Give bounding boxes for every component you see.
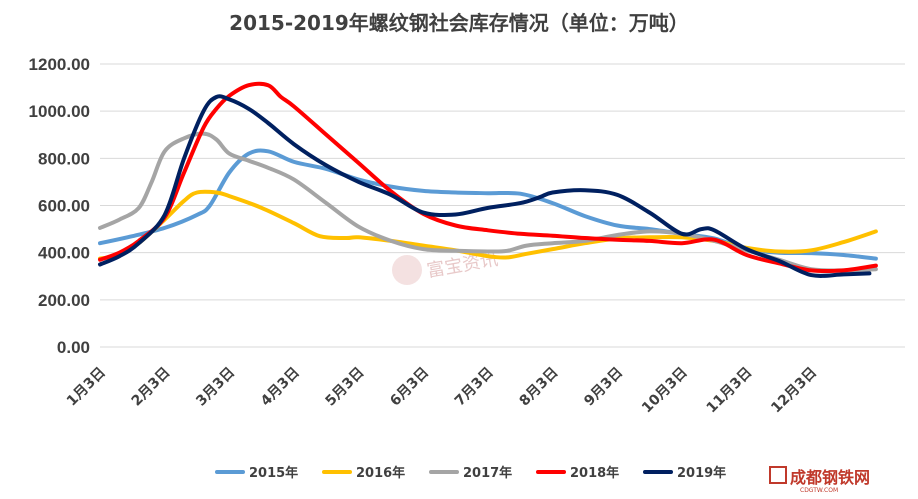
y-axis-ticks: 0.00 200.00 400.00 600.00 800.00 1000.00 1200.… — [29, 55, 90, 357]
x-tick-label: 4月3日 — [258, 365, 303, 410]
y-tick-label: 800.00 — [38, 149, 90, 168]
series-line-2019年 — [98, 94, 872, 278]
watermark-text: 富宝资讯 — [425, 249, 500, 282]
series-line-2018年 — [98, 81, 878, 274]
legend-label: 2018年 — [570, 465, 619, 481]
corner-logo-icon — [769, 466, 787, 484]
legend-label: 2016年 — [356, 465, 405, 481]
corner-logo-sub: CDGTW.COM — [800, 487, 838, 494]
x-tick-label: 8月3日 — [517, 365, 562, 410]
corner-logo: 成都钢铁网 CDGTW.COM — [769, 466, 870, 494]
y-tick-label: 600.00 — [38, 197, 90, 216]
corner-logo-text: 成都钢铁网 — [790, 468, 870, 487]
legend: 2015年 2016年 2017年 2018年 2019年 — [215, 465, 726, 481]
x-tick-label: 3月3日 — [193, 365, 238, 410]
legend-label: 2015年 — [249, 465, 298, 481]
y-tick-label: 0.00 — [57, 338, 90, 357]
chart-title: 2015-2019年螺纹钢社会库存情况（单位：万吨） — [229, 11, 689, 35]
y-tick-label: 1000.00 — [29, 102, 90, 121]
x-tick-label: 9月3日 — [581, 365, 626, 410]
x-tick-label: 5月3日 — [323, 365, 368, 410]
series-line-2015年 — [98, 148, 878, 261]
x-tick-label: 2月3日 — [129, 365, 174, 410]
x-tick-label: 11月3日 — [704, 365, 756, 417]
y-tick-label: 400.00 — [38, 244, 90, 263]
y-tick-label: 1200.00 — [29, 55, 90, 74]
x-tick-label: 1月3日 — [64, 365, 109, 410]
x-tick-label: 7月3日 — [452, 365, 497, 410]
x-tick-label: 12月3日 — [768, 365, 820, 417]
legend-label: 2017年 — [463, 465, 512, 481]
series-lines — [98, 81, 878, 278]
watermark-logo-icon — [392, 255, 422, 285]
x-tick-label: 6月3日 — [387, 365, 432, 410]
series-line-2016年 — [98, 189, 878, 261]
y-tick-label: 200.00 — [38, 291, 90, 310]
legend-label: 2019年 — [677, 465, 726, 481]
x-axis-ticks: 1月3日 2月3日 3月3日 4月3日 5月3日 6月3日 7月3日 8月3日 9月3日 10月3… — [64, 365, 820, 417]
x-tick-label: 10月3日 — [639, 365, 691, 417]
